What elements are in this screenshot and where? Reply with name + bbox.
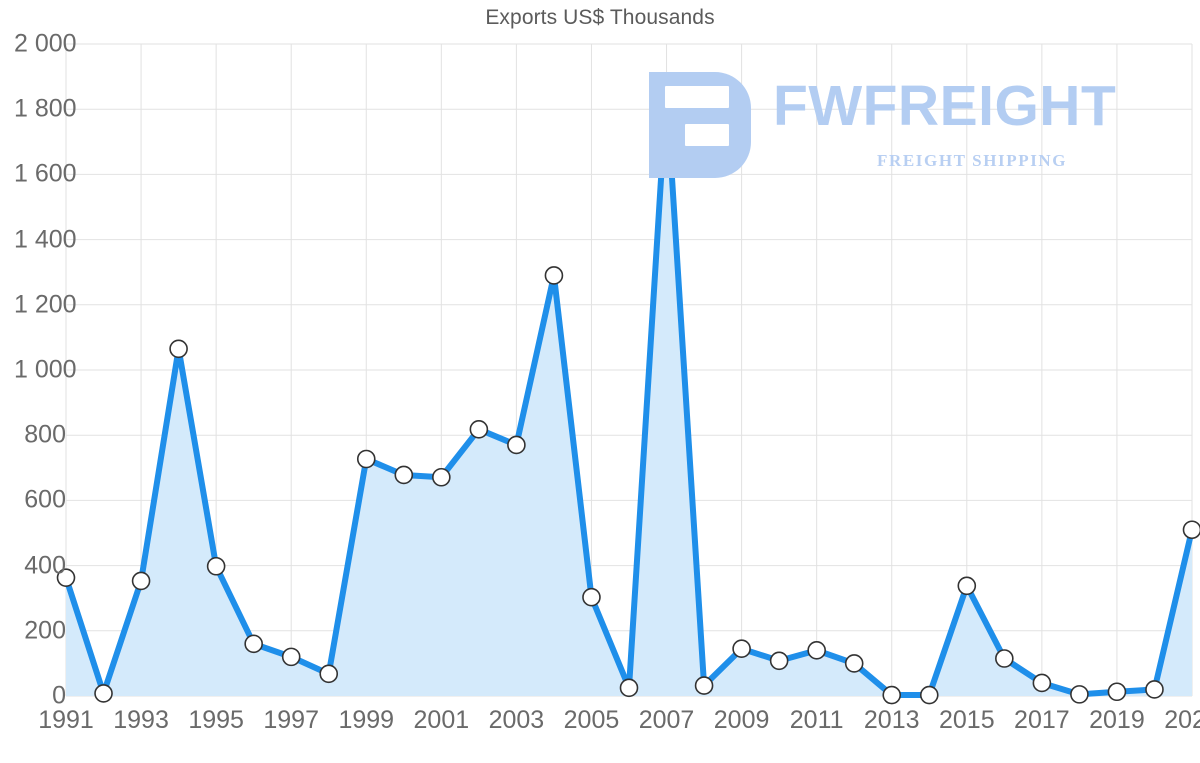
data-point-marker[interactable] [807,641,826,660]
data-point-marker[interactable] [995,649,1014,668]
x-axis-tick-label: 1999 [338,706,395,734]
y-axis-tick-label: 800 [24,420,66,449]
x-axis-tick-label: 1991 [38,706,94,734]
x-axis-tick-label: 2011 [789,706,844,734]
data-point-marker[interactable] [544,266,564,285]
data-point-marker[interactable] [1107,682,1127,702]
y-axis-tick-label: 1 400 [14,225,77,254]
data-point-marker[interactable] [131,571,151,591]
data-point-marker[interactable] [319,664,339,684]
data-point-marker[interactable] [56,568,76,587]
x-axis-tick-label: 2021 [1164,706,1200,734]
data-point-marker[interactable] [281,647,301,667]
data-point-marker[interactable] [206,556,226,576]
area-fill [66,91,1192,696]
data-point-markers [56,81,1200,705]
x-axis-tick-label: 1995 [188,706,244,734]
x-axis-tick-label: 1993 [113,706,169,734]
data-point-marker[interactable] [619,678,639,698]
x-axis-tick-label: 2013 [863,706,920,734]
x-axis-tick-label: 2009 [713,706,770,734]
data-point-marker[interactable] [432,467,451,487]
y-axis-tick-label: 1 600 [14,159,77,188]
y-axis-tick-label: 1 000 [14,355,77,384]
data-point-marker[interactable] [919,685,939,705]
data-point-marker[interactable] [394,465,414,485]
data-point-marker[interactable] [732,639,751,659]
data-point-marker[interactable] [244,634,263,654]
data-point-marker[interactable] [1032,673,1052,693]
data-point-marker[interactable] [469,420,489,439]
data-point-marker[interactable] [507,435,526,455]
chart-title: Exports US$ Thousands [485,6,715,29]
data-point-marker[interactable] [694,676,714,695]
x-axis-tick-label: 2003 [488,706,545,734]
x-axis-tick-label: 2001 [413,706,470,734]
x-axis-tick-label: 2015 [938,706,995,734]
data-point-marker[interactable] [882,685,902,705]
y-axis-tick-labels: 0 200 400 600 800 1 000 1 200 1 400 1 600 1 800 2 … [0,0,77,763]
y-axis-tick-label: 200 [24,616,66,645]
data-point-marker[interactable] [1182,520,1200,540]
data-point-marker[interactable] [94,684,113,703]
data-point-marker[interactable] [844,654,864,673]
data-point-marker[interactable] [582,587,601,607]
x-axis-tick-label: 2019 [1089,706,1145,734]
y-axis-tick-label: 0 [52,681,66,710]
x-axis-tick-label: 2005 [563,706,620,734]
data-point-marker[interactable] [356,449,376,469]
data-point-marker[interactable] [769,651,789,671]
x-axis-tick-label: 2017 [1014,706,1070,734]
y-axis-tick-label: 600 [24,485,66,514]
data-point-marker[interactable] [957,576,977,596]
x-axis-tick-label: 1997 [263,706,319,734]
x-axis-tick-label: 2007 [638,706,695,734]
y-axis-tick-label: 400 [24,551,66,580]
data-point-marker[interactable] [169,339,188,359]
data-point-marker[interactable] [1145,680,1164,699]
data-point-marker[interactable] [657,81,676,101]
data-line [63,88,1195,699]
y-axis-tick-label: 1 200 [14,290,77,319]
y-axis-tick-label: 2 000 [14,29,77,58]
y-axis-tick-label: 1 800 [14,94,77,123]
data-point-marker[interactable] [1070,685,1089,704]
